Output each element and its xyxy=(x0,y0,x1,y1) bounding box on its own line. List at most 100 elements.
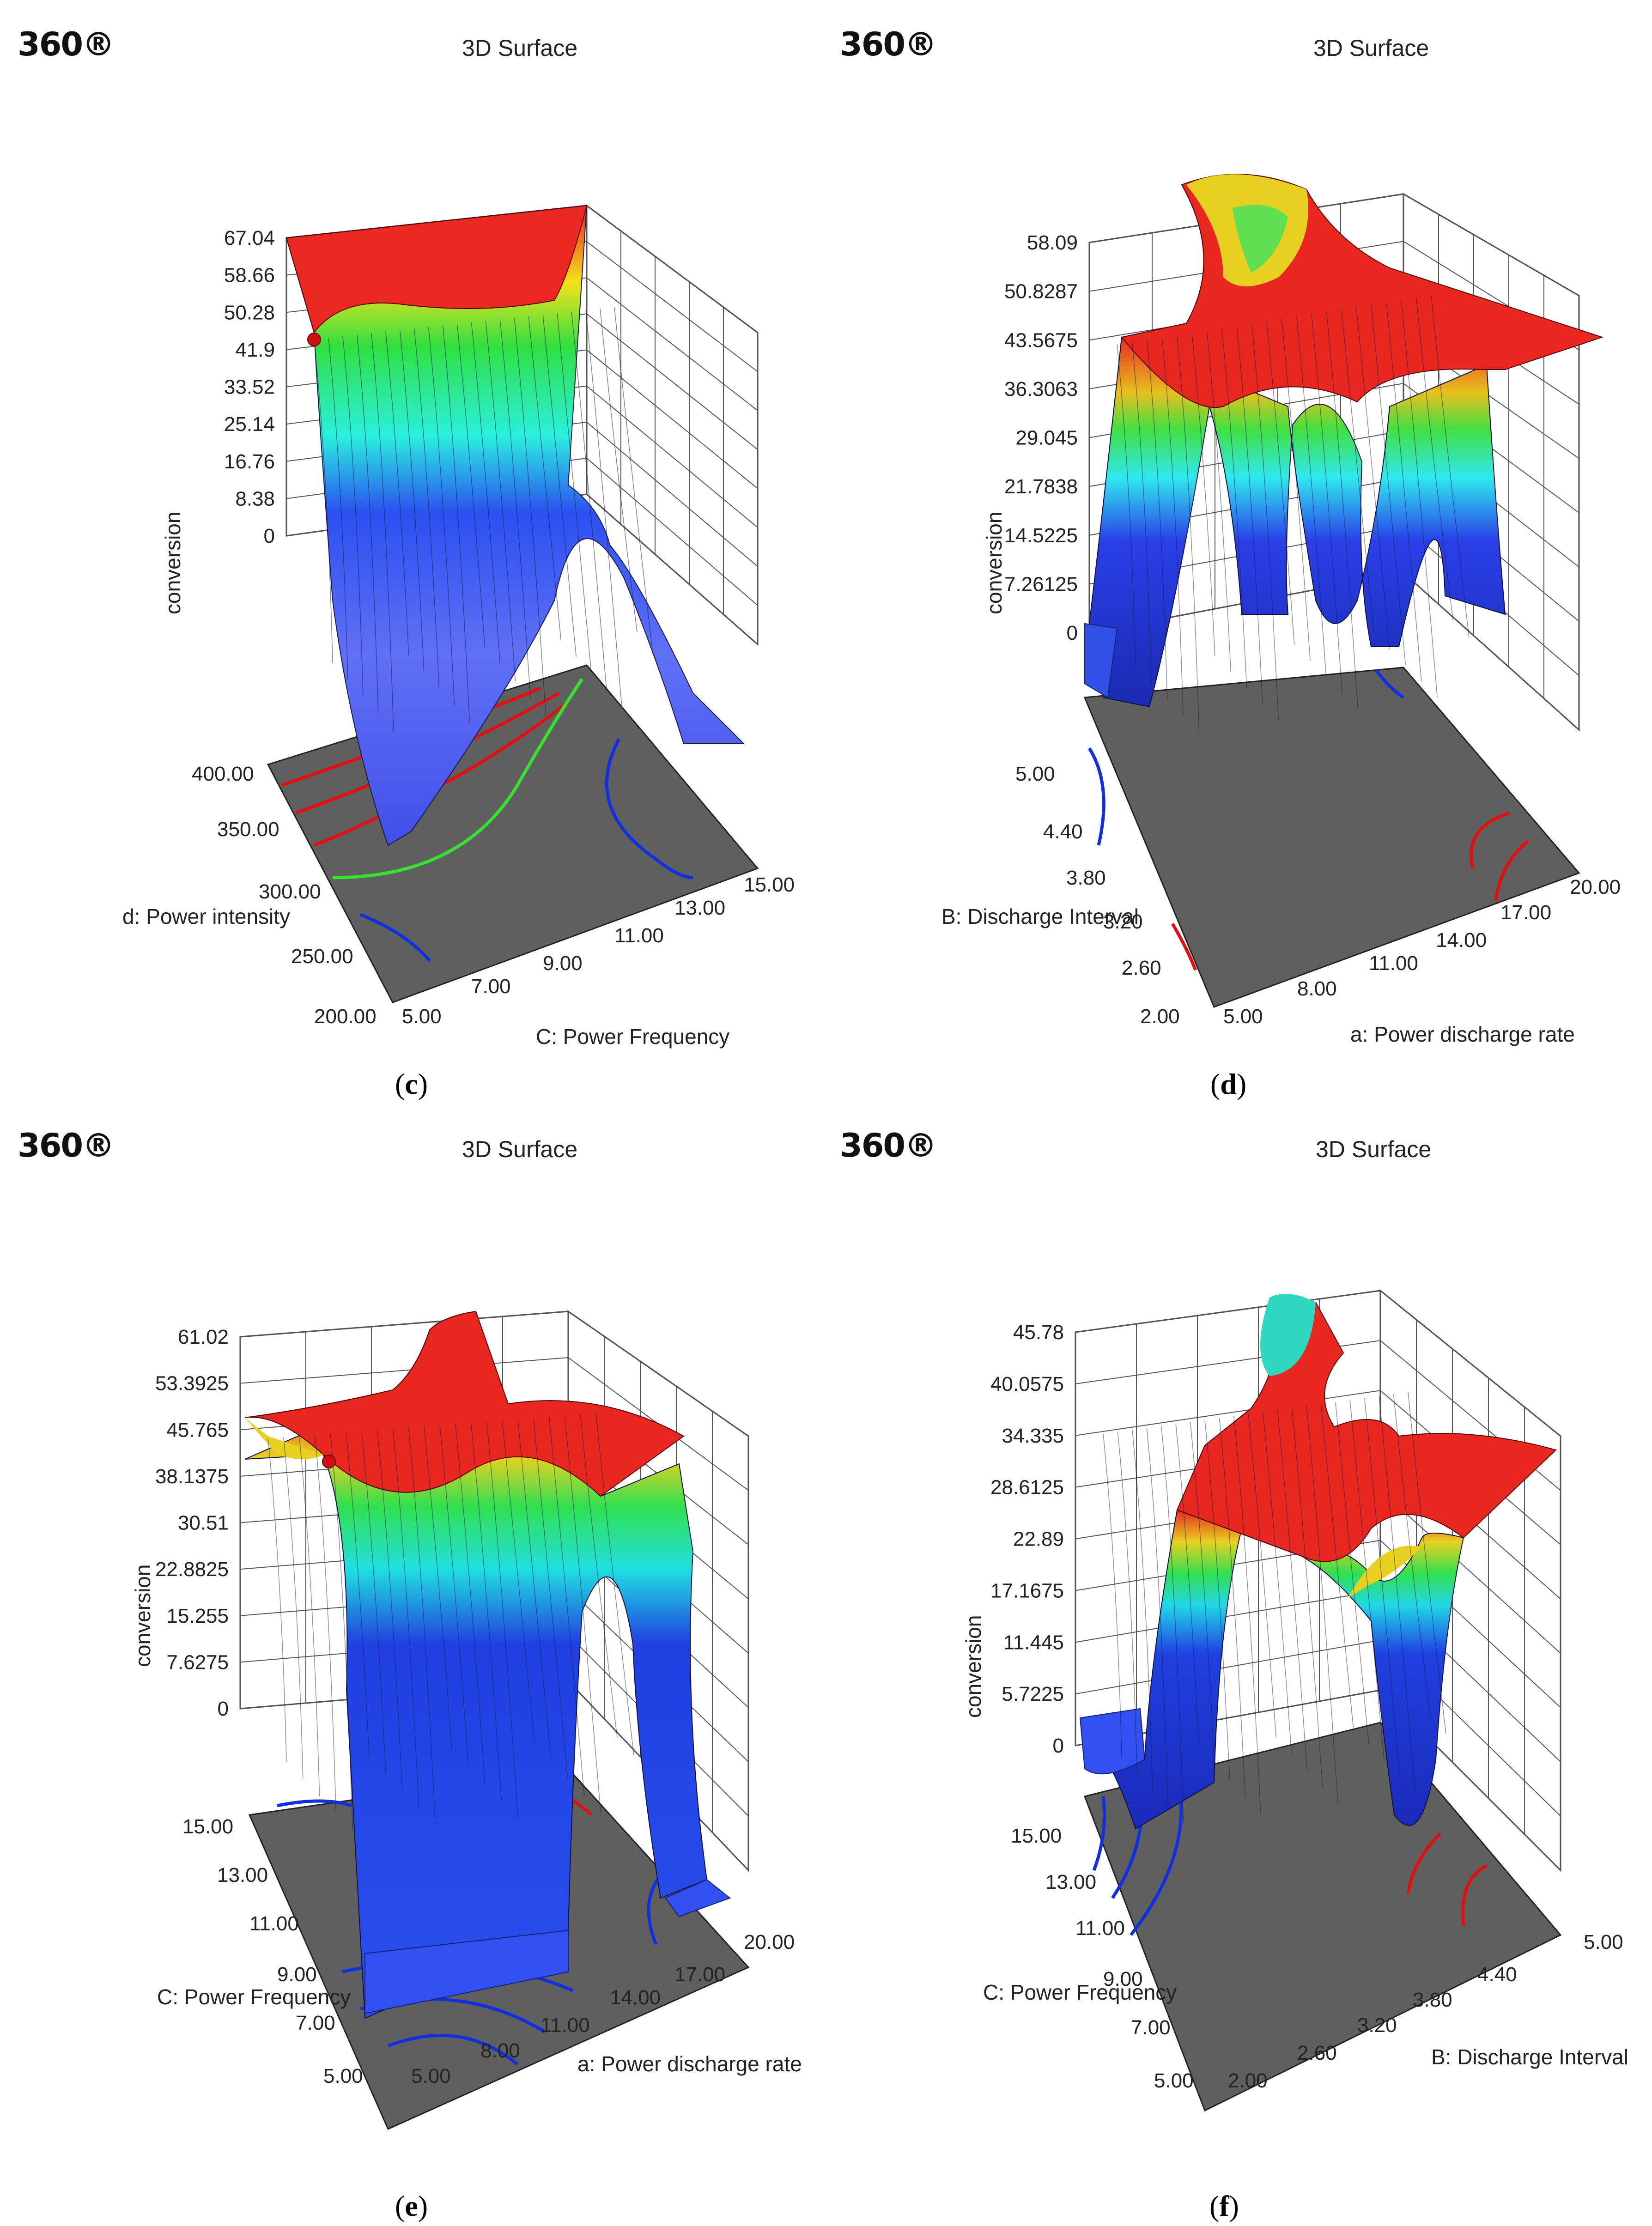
z-tick: 61.02 xyxy=(178,1326,229,1348)
x-axis-label: a: Power discharge rate xyxy=(577,2052,802,2076)
z-tick: 45.78 xyxy=(1013,1321,1064,1344)
z-tick: 41.9 xyxy=(235,339,275,361)
z-tick: 53.3925 xyxy=(155,1372,229,1395)
x-tick: 15.00 xyxy=(744,873,795,896)
x-tick: 5.00 xyxy=(411,2065,451,2087)
y-tick: 400.00 xyxy=(192,763,254,785)
surface-chart-f: 0 5.7225 11.445 17.1675 22.89 28.6125 34.335 40… xyxy=(961,1289,1628,2112)
z-tick: 17.1675 xyxy=(990,1579,1064,1602)
z-tick: 67.04 xyxy=(224,227,275,249)
x-axis-label: B: Discharge Interval xyxy=(1431,2045,1628,2069)
x-tick: 3.20 xyxy=(1357,2014,1397,2037)
z-tick: 21.7838 xyxy=(1004,475,1078,498)
z-tick: 11.445 xyxy=(1003,1631,1064,1654)
y-tick: 9.00 xyxy=(277,1963,317,1986)
y-tick: 11.00 xyxy=(1075,1917,1125,1940)
z-tick: 50.8287 xyxy=(1004,280,1078,303)
z-tick: 34.335 xyxy=(1002,1425,1064,1447)
y-axis-ticks: 400.00 350.00 300.00 250.00 200.00 xyxy=(192,763,377,1028)
z-axis-label: conversion xyxy=(982,512,1006,614)
y-tick: 11.00 xyxy=(249,1912,299,1935)
y-tick: 13.00 xyxy=(1045,1871,1096,1893)
z-axis-ticks: 0 7.6275 15.255 22.8825 30.51 38.1375 45.765 53… xyxy=(155,1326,229,1720)
y-axis-label: C: Power Frequency xyxy=(983,1980,1177,2004)
x-axis-label: a: Power discharge rate xyxy=(1350,1022,1575,1046)
surface-chart-c: 08.3816.7625.1433.5241.950.2858.6667.04 … xyxy=(122,204,795,1049)
y-tick: 4.40 xyxy=(1043,820,1083,843)
y-tick: 2.00 xyxy=(1140,1005,1180,1028)
contour-lines xyxy=(1088,668,1530,971)
design-point xyxy=(307,333,321,346)
y-tick: 2.60 xyxy=(1122,957,1161,979)
x-tick: 5.00 xyxy=(1584,1931,1623,1953)
panel-caption: (e) xyxy=(395,2190,428,2222)
panel-e: 360® 3D Surface xyxy=(0,1113,826,2226)
surface-mesh xyxy=(285,205,745,846)
y-axis-ticks: 5.00 4.40 3.80 3.20 2.60 2.00 xyxy=(1015,763,1180,1028)
y-tick: 5.00 xyxy=(1154,2069,1194,2092)
y-tick: 7.00 xyxy=(1131,2016,1171,2039)
z-tick: 50.28 xyxy=(224,301,275,324)
y-tick: 3.20 xyxy=(1103,910,1143,933)
z-tick: 0 xyxy=(1053,1735,1064,1757)
z-axis-label: conversion xyxy=(161,512,185,614)
z-tick: 22.89 xyxy=(1013,1528,1064,1551)
z-tick: 40.0575 xyxy=(990,1373,1064,1395)
x-tick: 4.40 xyxy=(1477,1963,1517,1986)
x-axis-ticks: 2.00 2.60 3.20 3.80 4.40 5.00 xyxy=(1228,1931,1623,2092)
z-tick: 45.765 xyxy=(166,1419,229,1441)
y-axis-label: d: Power intensity xyxy=(122,904,290,928)
x-tick: 3.80 xyxy=(1413,1989,1452,2011)
z-tick: 7.26125 xyxy=(1004,573,1078,595)
x-tick: 14.00 xyxy=(610,1986,661,2009)
z-tick: 7.6275 xyxy=(166,1651,229,1674)
y-tick: 350.00 xyxy=(217,818,279,841)
y-tick: 3.80 xyxy=(1066,867,1106,889)
panel-f: 360® 3D Surface xyxy=(826,1113,1652,2226)
z-tick: 0 xyxy=(218,1698,229,1720)
z-axis-ticks: 0 5.7225 11.445 17.1675 22.89 28.6125 34.335 40… xyxy=(990,1321,1064,1757)
x-axis-ticks: 5.00 8.00 11.00 14.00 17.00 20.00 xyxy=(411,1931,795,2087)
x-tick: 20.00 xyxy=(744,1931,795,1953)
x-axis-ticks: 5.00 8.00 11.00 14.00 17.00 20.00 xyxy=(1223,876,1621,1028)
z-tick: 0 xyxy=(264,525,275,547)
chart-title: 3D Surface xyxy=(462,1136,578,1162)
x-tick: 7.00 xyxy=(471,975,511,998)
z-tick: 0 xyxy=(1067,622,1078,644)
logo: 360® xyxy=(18,25,115,63)
x-tick: 2.60 xyxy=(1297,2042,1337,2064)
x-tick: 2.00 xyxy=(1228,2069,1268,2092)
logo: 360® xyxy=(18,1127,115,1165)
x-tick: 14.00 xyxy=(1436,929,1487,952)
y-tick: 15.00 xyxy=(1011,1825,1062,1847)
y-tick: 13.00 xyxy=(217,1864,268,1886)
chart-title: 3D Surface xyxy=(462,35,578,61)
chart-title: 3D Surface xyxy=(1316,1136,1432,1162)
y-tick: 5.00 xyxy=(323,2065,363,2087)
y-tick: 250.00 xyxy=(291,945,353,968)
surface-chart-e: 0 7.6275 15.255 22.8825 30.51 38.1375 45.765 53… xyxy=(131,1310,802,2130)
x-tick: 11.00 xyxy=(614,924,664,947)
y-tick: 7.00 xyxy=(296,2012,335,2034)
x-tick: 9.00 xyxy=(543,952,583,975)
x-axis-ticks: 5.00 7.00 9.00 11.00 13.00 15.00 xyxy=(402,873,795,1028)
z-tick: 58.66 xyxy=(224,264,275,287)
z-tick: 43.5675 xyxy=(1004,329,1078,352)
y-tick: 15.00 xyxy=(182,1815,233,1838)
floor xyxy=(1083,1722,1562,2112)
panel-caption: (c) xyxy=(395,1068,428,1100)
x-tick: 13.00 xyxy=(674,897,725,919)
z-tick: 33.52 xyxy=(224,376,275,399)
z-tick: 38.1375 xyxy=(155,1465,229,1488)
x-tick: 8.00 xyxy=(1297,977,1337,1000)
surface-chart-d: 0 7.26125 14.5225 21.7838 29.045 36.3063 43.56… xyxy=(941,174,1621,1046)
x-tick: 5.00 xyxy=(1223,1005,1263,1028)
chart-title: 3D Surface xyxy=(1313,35,1429,61)
panel-c: 360® 3D Surface xyxy=(0,0,826,1113)
z-tick: 16.76 xyxy=(224,450,275,473)
panel-d: 360® 3D Surface xyxy=(826,0,1652,1113)
y-axis-label: B: Discharge Interval xyxy=(941,904,1139,928)
panel-caption: (d) xyxy=(1210,1068,1247,1100)
z-axis-ticks: 0 7.26125 14.5225 21.7838 29.045 36.3063 43.56… xyxy=(1004,231,1078,644)
z-tick: 22.8825 xyxy=(155,1558,229,1581)
